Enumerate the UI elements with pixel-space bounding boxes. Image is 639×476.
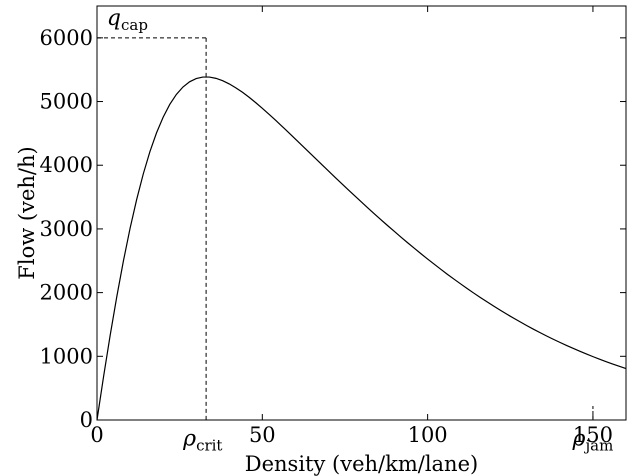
annotation-label: ρjam	[572, 426, 614, 454]
series-line	[96, 76, 627, 421]
x-tick-label: 150	[573, 423, 613, 447]
annotation-label: ρcrit	[182, 426, 222, 454]
y-tick-label: 1000	[40, 344, 93, 368]
annotation-label: qcap	[107, 6, 148, 34]
x-tick-label: 50	[249, 423, 276, 447]
x-tick-label: 100	[408, 423, 448, 447]
y-tick-label: 5000	[40, 90, 93, 114]
plot-area	[96, 5, 627, 421]
y-tick-label: 0	[80, 408, 93, 432]
y-axis-label: Flow (veh/h)	[15, 146, 39, 279]
annotations: qcap ρcrit ρjam	[107, 6, 613, 454]
y-tick-label: 4000	[40, 153, 93, 177]
plot-frame	[96, 5, 627, 421]
y-tick-label: 2000	[40, 281, 93, 305]
x-axis-label: Density (veh/km/lane)	[245, 452, 478, 476]
y-axis-ticks: 0 1000 2000 3000 4000 5000 6000	[40, 26, 626, 432]
y-tick-label: 3000	[40, 217, 93, 241]
y-tick-label: 6000	[40, 26, 93, 50]
x-axis-ticks: 0 50 100 150	[90, 6, 613, 447]
x-tick-label: 0	[90, 423, 103, 447]
